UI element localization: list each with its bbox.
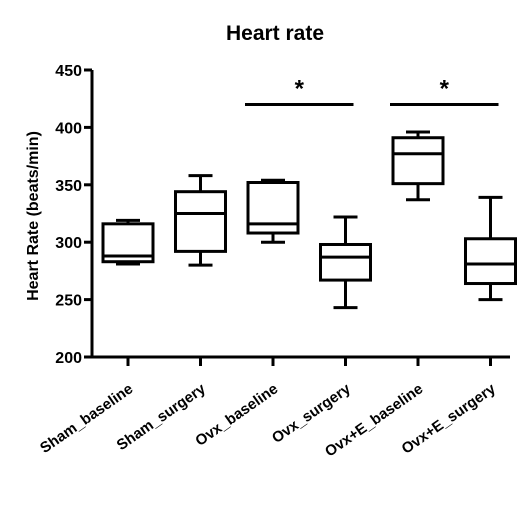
box-ovx-e-baseline xyxy=(391,130,445,202)
iqr-box xyxy=(319,242,372,282)
y-tick-label: 350 xyxy=(55,178,82,195)
y-tick-label: 250 xyxy=(55,293,82,310)
significance-annotations: * * xyxy=(245,75,499,106)
box-ovx-surgery xyxy=(319,215,372,310)
axes xyxy=(90,70,510,359)
y-tick-label: 300 xyxy=(55,235,82,252)
y-tick-label: 450 xyxy=(55,63,82,80)
iqr-box xyxy=(391,136,445,186)
y-tick-label: 200 xyxy=(55,350,82,367)
iqr-box xyxy=(464,237,517,286)
y-tick-label: 400 xyxy=(55,120,82,137)
box-ovx-e-surgery xyxy=(464,195,517,302)
box-sham-baseline xyxy=(101,218,155,266)
box-sham-surgery xyxy=(174,174,227,267)
significance-star: * xyxy=(295,75,305,102)
iqr-box xyxy=(246,181,300,235)
y-ticks: 200 250 300 350 400 450 xyxy=(55,63,92,367)
chart-title: Heart rate xyxy=(226,22,324,45)
significance-star: * xyxy=(440,75,450,102)
x-ticks: Sham_baselineSham_surgeryOvx_baselineOvx… xyxy=(37,357,499,461)
y-axis-label: Heart Rate (beats/min) xyxy=(25,131,42,301)
box-ovx-baseline xyxy=(246,178,300,244)
box-series xyxy=(101,130,517,310)
iqr-box xyxy=(174,190,227,253)
